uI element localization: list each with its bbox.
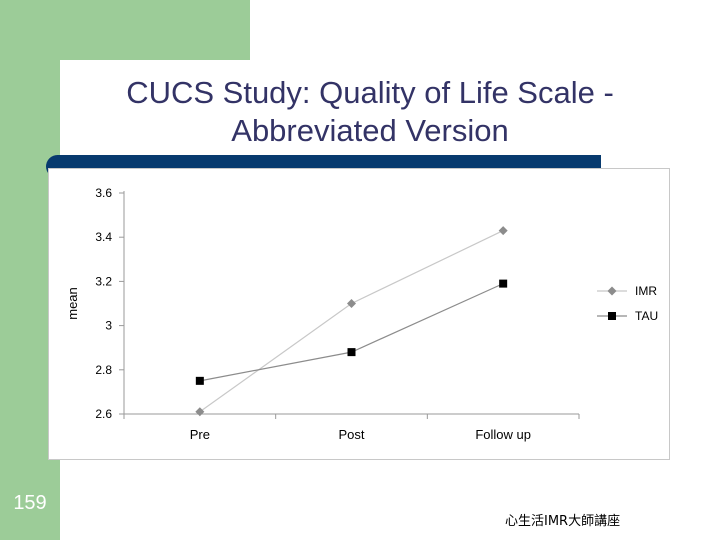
x-tick-label: Post (338, 427, 364, 442)
x-tick-label: Pre (190, 427, 210, 442)
data-point-imr (195, 407, 205, 417)
y-tick-label: 3.6 (95, 186, 112, 200)
top-accent-band (60, 0, 250, 60)
y-tick-label: 3.4 (95, 230, 112, 244)
chart-frame: 2.6 2.8 3 3.2 3.4 3.6 Pre Post Follow up mean IMR T… (48, 168, 670, 460)
legend-label-tau: TAU (635, 309, 658, 323)
data-point-imr (347, 299, 356, 308)
legend-marker-tau (608, 312, 616, 320)
series-line-imr (199, 230, 504, 413)
y-tick-label: 2.8 (95, 363, 112, 377)
footer-text: 心生活IMR大師講座 (505, 514, 621, 529)
series-line-tau (199, 283, 504, 382)
y-tick-label: 3 (105, 319, 112, 333)
line-chart: 2.6 2.8 3 3.2 3.4 3.6 Pre Post Follow up mean IMR T… (65, 186, 658, 442)
data-point-imr (498, 226, 508, 236)
y-tick-label: 3.2 (95, 274, 112, 288)
data-point-tau (499, 279, 508, 288)
y-tick-label: 2.6 (95, 407, 112, 421)
slide-title-line-1: CUCS Study: Quality of Life Scale - (126, 75, 614, 110)
y-axis-title: mean (65, 287, 80, 320)
legend-marker-imr (607, 286, 617, 296)
slide-number: 159 (13, 492, 47, 514)
data-point-tau (347, 348, 356, 357)
legend-label-imr: IMR (635, 284, 657, 298)
data-point-tau (195, 376, 204, 385)
x-tick-label: Follow up (475, 427, 531, 442)
slide-title-line-2: Abbreviated Version (231, 113, 509, 148)
slide-title: CUCS Study: Quality of Life Scale - Abbr… (80, 74, 660, 150)
